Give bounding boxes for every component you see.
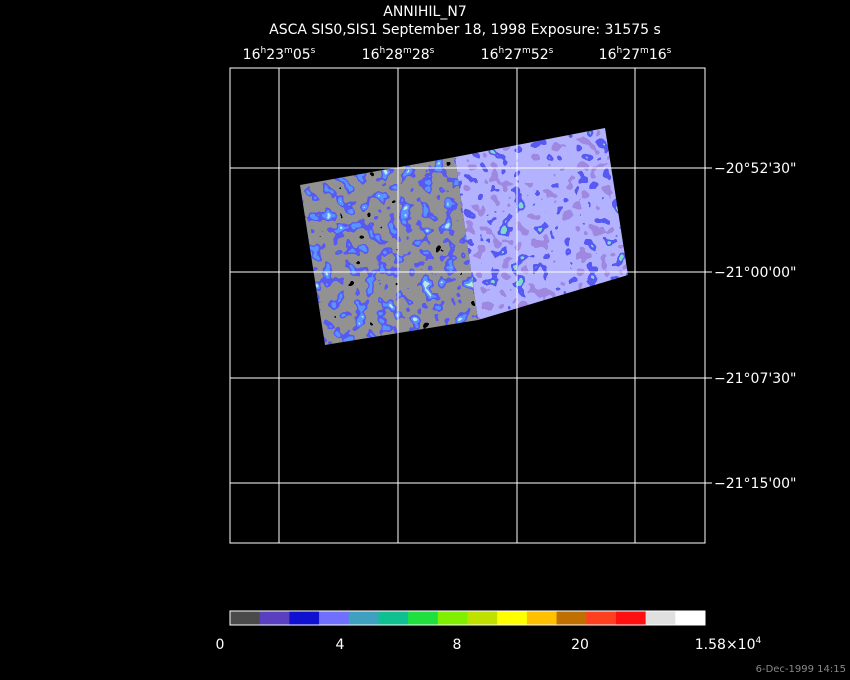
label-part: 27: [622, 47, 640, 63]
ra-label: 16h27m16s: [599, 46, 672, 63]
label-part: 4: [336, 637, 345, 653]
ra-label: 16h23m05s: [243, 46, 316, 63]
colorbar-swatch: [259, 611, 290, 625]
label-part: 16: [481, 47, 499, 63]
colorbar-swatch: [556, 611, 587, 625]
colorbar-label: 8: [453, 637, 462, 653]
label-superscript: s: [549, 46, 554, 56]
colorbar-swatch: [230, 611, 261, 625]
colorbar-swatch: [437, 611, 468, 625]
timestamp: 6-Dec-1999 14:15: [756, 664, 846, 675]
colorbar-swatch: [378, 611, 409, 625]
colorbar-swatch: [319, 611, 350, 625]
dec-label: −21°15'00": [714, 476, 796, 492]
dec-label: −21°00'00": [714, 265, 796, 281]
label-superscript: h: [260, 46, 266, 56]
colorbar-swatch: [615, 611, 647, 625]
label-part: 16: [599, 47, 617, 63]
label-part: 05: [293, 47, 311, 63]
label-superscript: m: [403, 46, 412, 56]
sis0-image: [300, 157, 478, 345]
label-part: 8: [453, 637, 462, 653]
subtitle: ASCA SIS0,SIS1 September 18, 1998 Exposu…: [269, 22, 661, 38]
label-part: 16: [243, 47, 261, 63]
label-part: 20: [571, 637, 589, 653]
colorbar-swatch: [645, 611, 676, 625]
colorbar-label: 1.58×104: [695, 636, 762, 653]
colorbar-swatch: [497, 611, 528, 625]
colorbar-swatch: [408, 611, 439, 625]
ra-label: 16h28m28s: [362, 46, 435, 63]
grid: [230, 68, 705, 543]
dec-label: −20°52'30": [714, 161, 796, 177]
label-superscript: h: [379, 46, 385, 56]
colorbar-swatch: [526, 611, 558, 625]
colorbar-frame: [229, 610, 706, 626]
label-part: 16: [649, 47, 667, 63]
title: ANNIHIL_N7: [383, 4, 467, 20]
label-part: 28: [385, 47, 403, 63]
label-part: 52: [531, 47, 549, 63]
label-superscript: 4: [755, 636, 761, 646]
label-superscript: m: [522, 46, 531, 56]
label-part: 28: [412, 47, 430, 63]
label-part: 27: [504, 47, 522, 63]
label-superscript: s: [430, 46, 435, 56]
label-part: 0: [216, 637, 225, 653]
colorbar-label: 0: [216, 637, 225, 653]
dec-label: −21°07'30": [714, 371, 796, 387]
label-superscript: m: [284, 46, 293, 56]
colorbar-swatch: [289, 611, 320, 625]
label-part: 1.58×10: [695, 637, 756, 653]
label-superscript: h: [616, 46, 622, 56]
label-superscript: m: [640, 46, 649, 56]
colorbar-swatch: [586, 611, 617, 625]
colorbar-swatch: [675, 611, 706, 625]
label-part: 23: [266, 47, 284, 63]
label-part: 16: [362, 47, 380, 63]
colorbar-swatch: [348, 611, 379, 625]
ra-label: 16h27m52s: [481, 46, 554, 63]
colorbar-swatch: [467, 611, 498, 625]
plot-frame: [229, 67, 706, 544]
label-superscript: s: [311, 46, 316, 56]
colorbar-label: 20: [571, 637, 589, 653]
sky-image: [300, 128, 628, 345]
label-superscript: h: [498, 46, 504, 56]
label-superscript: s: [667, 46, 672, 56]
colorbar-label: 4: [336, 637, 345, 653]
